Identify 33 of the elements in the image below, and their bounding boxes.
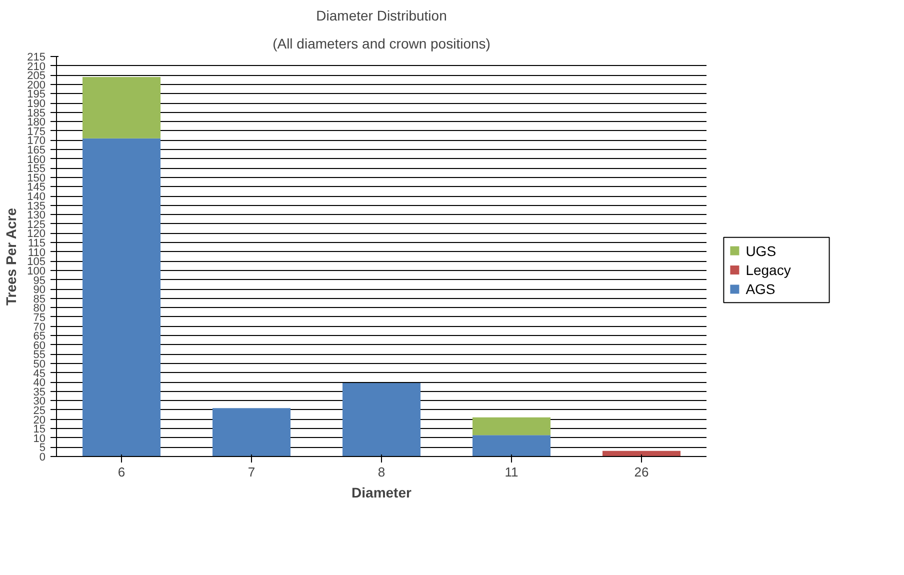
legend-label: UGS [746,242,776,259]
bar [472,417,550,436]
x-tick-label: 11 [504,464,518,480]
y-tick-label: 25 [33,404,46,417]
y-tick-label: 75 [33,312,46,324]
legend-label: AGS [746,281,776,298]
legend-label: Legacy [746,262,791,278]
y-tick-label: 150 [27,172,46,184]
y-tick-label: 85 [33,293,46,306]
bar [342,383,420,456]
bar [212,408,290,456]
chart-subtitle: (All diameters and crown positions) [272,36,490,52]
x-tick-label: 26 [634,464,649,480]
y-axis-title: Trees Per Acre [3,208,20,306]
y-tick-label: 65 [33,330,46,343]
x-tick-label: 6 [118,464,126,480]
bar [82,138,160,456]
y-tick-label: 125 [27,218,46,231]
y-tick-label: 5 [39,442,46,454]
y-tick-label: 35 [33,386,46,398]
bar [82,76,160,138]
y-tick-label: 175 [27,126,46,138]
x-tick-label: 7 [248,464,256,480]
y-tick-label: 0 [39,452,46,464]
x-tick-label: 8 [378,464,386,480]
y-tick-label: 95 [33,274,46,287]
y-tick-label: 100 [27,265,46,278]
bar [472,435,550,456]
chart-title: Diameter Distribution [316,8,447,24]
x-axis-title: Diameter [352,484,412,500]
y-tick-label: 50 [33,358,46,370]
y-tick-label: 10 [33,432,46,445]
y-tick-label: 215 [27,52,46,64]
